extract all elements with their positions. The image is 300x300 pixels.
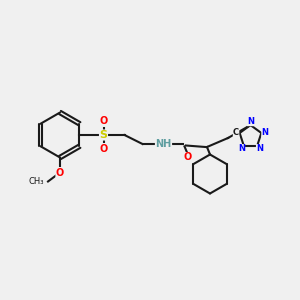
Text: N: N bbox=[247, 117, 254, 126]
Text: CH₃: CH₃ bbox=[28, 177, 44, 186]
Text: NH: NH bbox=[155, 139, 172, 149]
Text: O: O bbox=[99, 143, 108, 154]
Text: O: O bbox=[183, 152, 192, 163]
Text: S: S bbox=[100, 130, 107, 140]
Text: O: O bbox=[99, 116, 108, 127]
Text: O: O bbox=[56, 167, 64, 178]
Text: C: C bbox=[233, 128, 239, 137]
Text: N: N bbox=[238, 144, 245, 153]
Text: N: N bbox=[261, 128, 268, 137]
Text: N: N bbox=[256, 144, 263, 153]
